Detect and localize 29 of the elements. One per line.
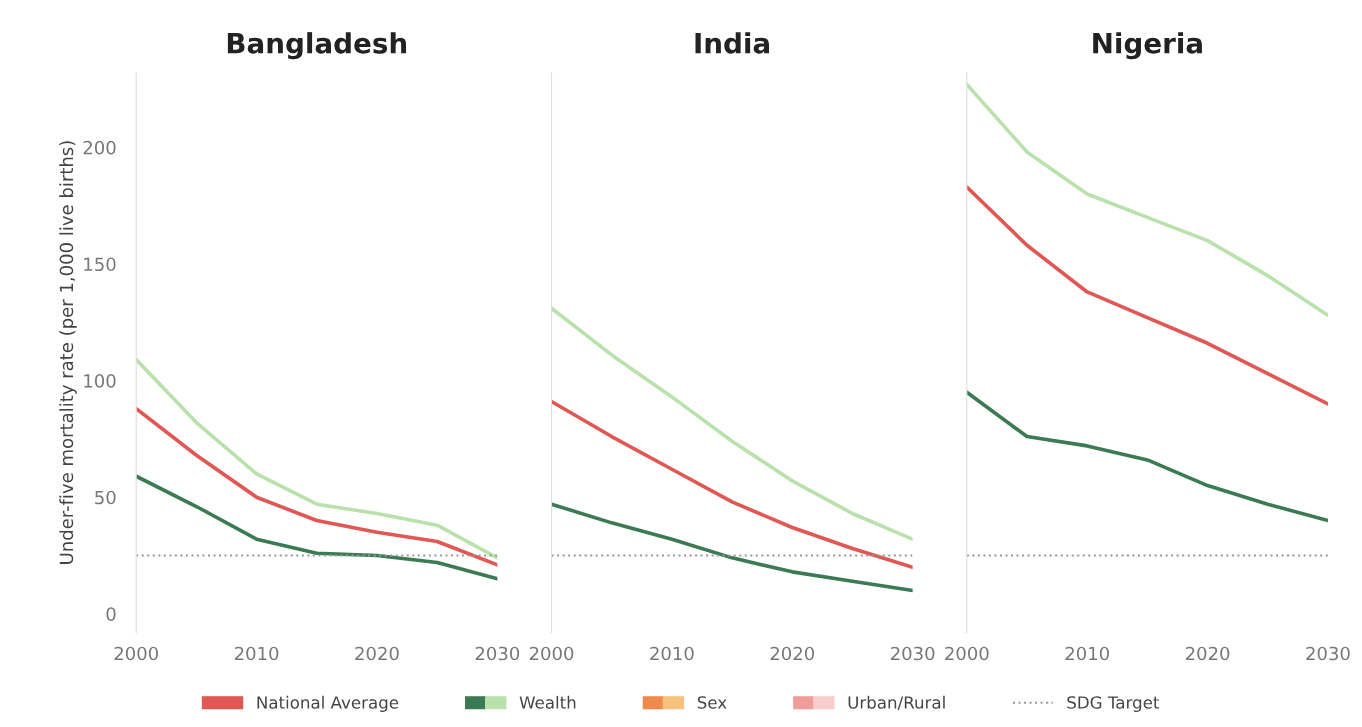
legend-label: National Average	[257, 695, 399, 712]
line-series	[136, 357, 498, 560]
legend-label: SDG Target	[1067, 696, 1160, 712]
x-tick-label: 2020	[1185, 646, 1230, 661]
x-tick-label: 2030	[890, 646, 935, 661]
x-tick-label: 2030	[475, 646, 520, 661]
y-tick-label: 100	[84, 374, 116, 388]
legend-label: Urban/Rural	[848, 695, 945, 711]
legend-label: Wealth	[519, 695, 576, 709]
chart-title: Bangladesh	[227, 32, 407, 60]
x-tick-label: 2000	[945, 646, 989, 661]
x-tick-label: 2010	[1065, 646, 1109, 661]
y-axis-title: Under-five mortality rate (per 1,000 live births)	[59, 141, 77, 564]
y-tick-label: 0	[106, 607, 116, 621]
x-tick-label: 2010	[650, 646, 694, 661]
legend-label: Sex	[697, 696, 727, 709]
y-tick-label: 150	[84, 257, 116, 272]
x-tick-label: 2000	[114, 646, 158, 661]
y-tick-label: 200	[83, 140, 116, 155]
line-series	[136, 474, 498, 581]
chart-title: India	[695, 32, 770, 54]
x-tick-label: 2030	[1306, 646, 1350, 661]
y-tick-label: 50	[95, 490, 116, 505]
line-series	[136, 406, 498, 567]
chart-title: Nigeria	[1093, 32, 1202, 60]
x-tick-label: 2020	[770, 646, 815, 661]
x-tick-label: 2010	[234, 646, 279, 661]
x-tick-label: 2000	[529, 646, 574, 661]
x-tick-label: 2020	[355, 646, 399, 661]
